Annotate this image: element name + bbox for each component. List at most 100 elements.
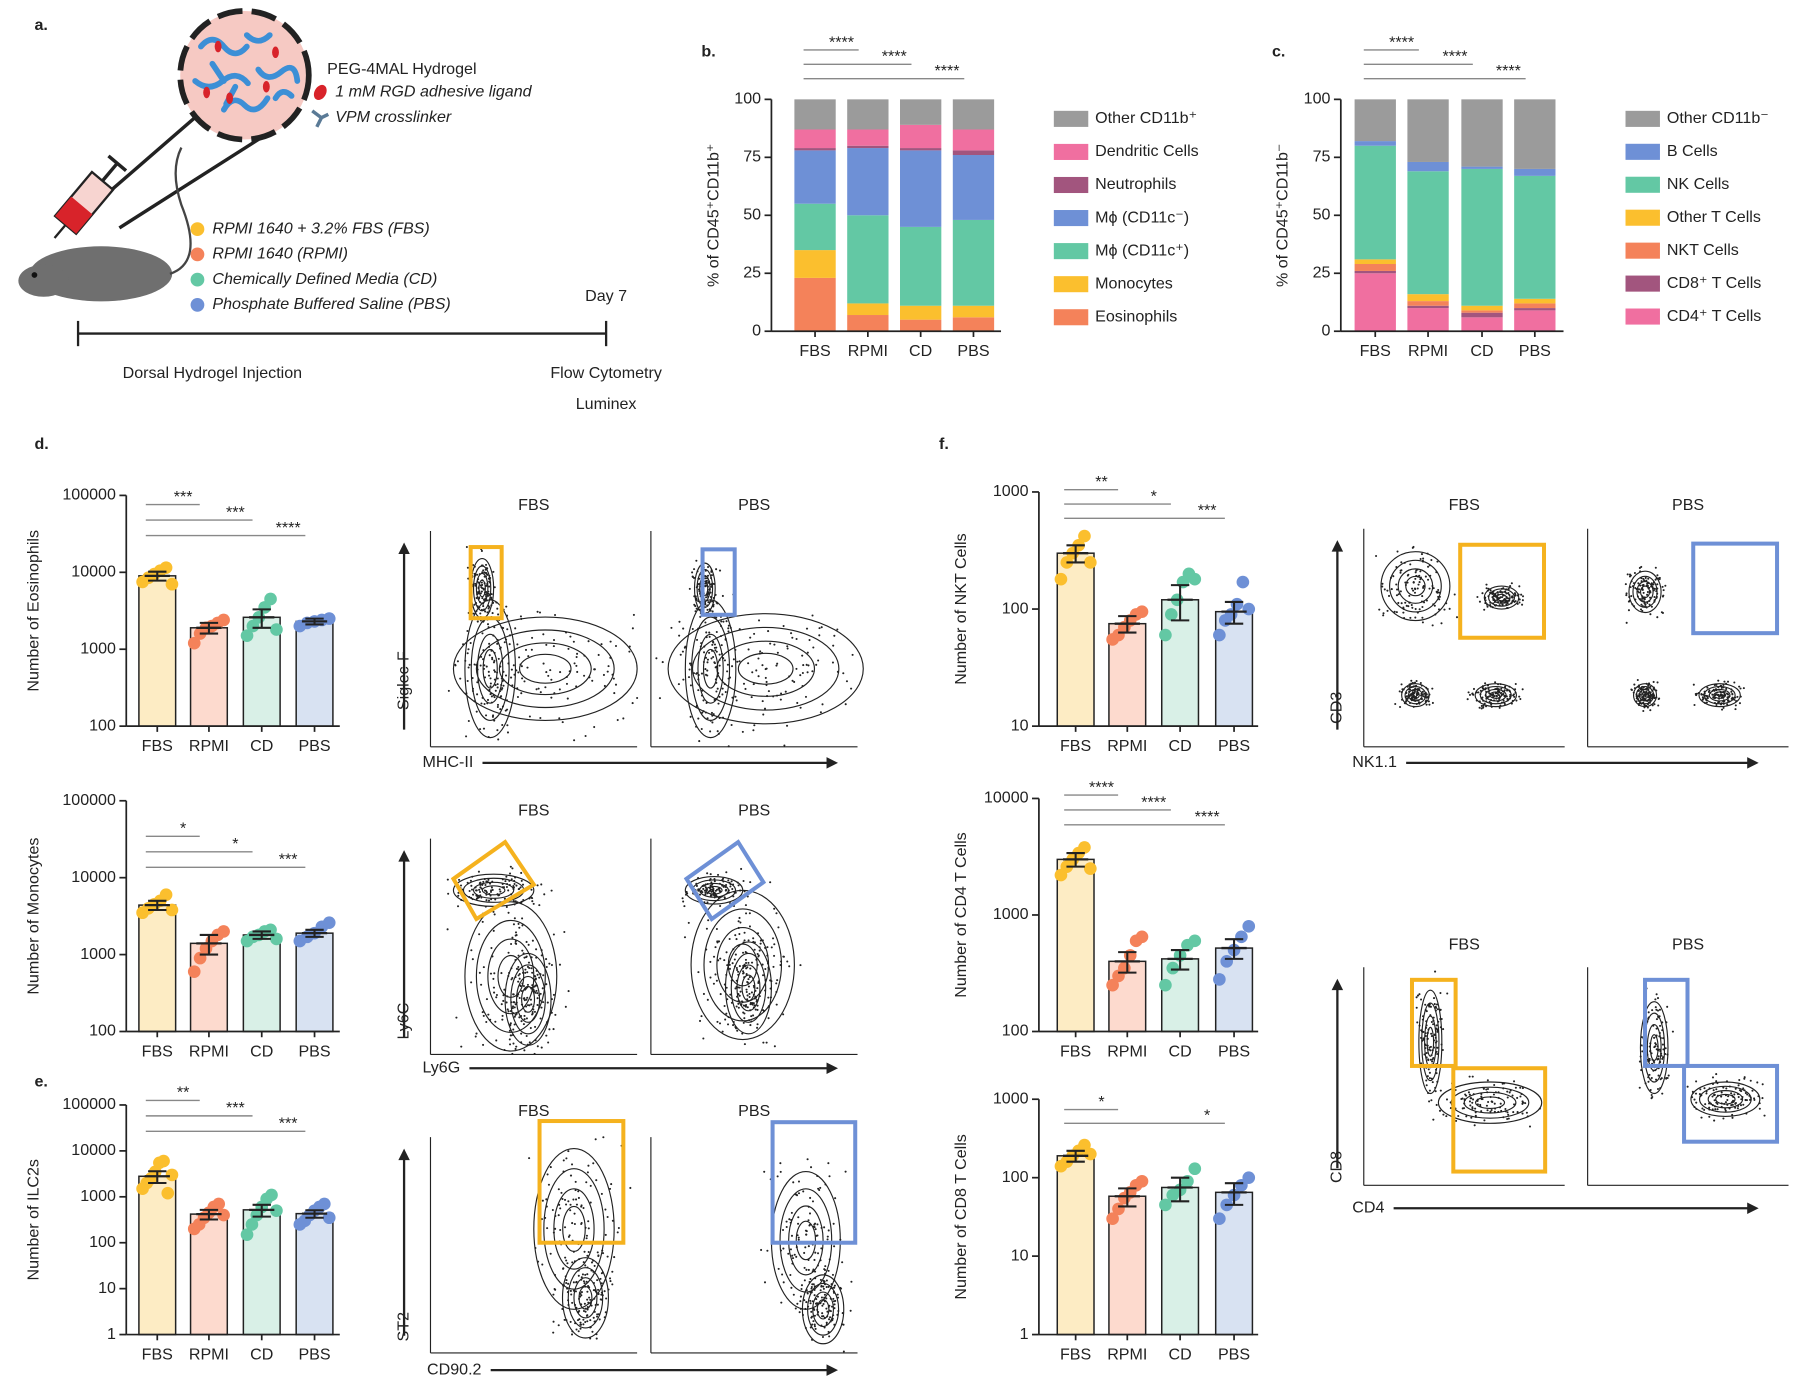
flow-event <box>1464 1093 1467 1096</box>
flow-event <box>1646 706 1649 709</box>
flow-event <box>1437 588 1440 592</box>
flow-event <box>700 1015 703 1018</box>
flow-event <box>742 951 745 954</box>
flow-event <box>535 948 538 951</box>
flow-event <box>552 933 555 936</box>
flow-event <box>596 1315 599 1318</box>
flow-event <box>567 1282 570 1285</box>
flow-event <box>1730 1092 1733 1095</box>
flow-event <box>820 626 823 629</box>
flow-event <box>742 1021 745 1024</box>
flow-contour <box>561 1257 609 1339</box>
flow-event <box>814 1327 817 1330</box>
flow-event <box>467 719 470 723</box>
flow-event <box>715 650 718 653</box>
flow-event <box>742 682 746 685</box>
flow-event <box>1418 608 1421 611</box>
flow-event <box>679 653 682 656</box>
flow-event <box>1485 1104 1488 1107</box>
flow-event <box>517 671 520 674</box>
data-point <box>1112 1202 1125 1216</box>
flow-event <box>1715 1073 1718 1076</box>
y-tick-label: 100000 <box>62 1095 116 1113</box>
flow-event <box>491 656 494 659</box>
flow-event <box>1414 571 1417 574</box>
bar-segment <box>1407 308 1449 332</box>
flow-event <box>784 690 787 693</box>
flow-event <box>547 1041 550 1044</box>
flow-gate <box>683 839 767 922</box>
flow-event <box>476 573 479 576</box>
flow-event <box>1662 589 1665 592</box>
flow-event <box>490 947 493 950</box>
flow-event <box>819 1289 822 1292</box>
flow-event <box>1744 1091 1747 1095</box>
bar-segment <box>1514 298 1556 304</box>
flow-event <box>1424 575 1427 578</box>
flow-event <box>565 1157 568 1160</box>
flow-event <box>827 1229 830 1232</box>
flow-event <box>496 705 499 709</box>
flow-event <box>715 927 718 931</box>
flow-event <box>572 1281 575 1284</box>
bar-segment <box>1461 166 1503 169</box>
y-tick-label: 100 <box>1002 599 1029 617</box>
flow-event <box>781 1228 785 1232</box>
flow-event <box>567 1150 570 1153</box>
flow-event <box>1743 1076 1746 1079</box>
flow-event <box>733 958 736 961</box>
flow-event <box>533 985 536 988</box>
flow-event <box>804 1307 807 1310</box>
flow-event <box>507 889 510 892</box>
flow-event <box>789 1273 792 1277</box>
flow-event <box>1467 1091 1470 1094</box>
flow-contour <box>464 901 558 1052</box>
legend-label: Dendritic Cells <box>1095 142 1199 160</box>
flow-event <box>1627 600 1630 603</box>
flow-event <box>500 1003 503 1006</box>
flow-event <box>709 730 712 733</box>
data-point <box>1242 919 1256 933</box>
flow-contour <box>1418 989 1443 1095</box>
significance-label: * <box>1151 487 1157 505</box>
data-point <box>165 1168 179 1182</box>
flow-event <box>750 991 753 994</box>
flow-event <box>1415 1006 1418 1009</box>
flow-event <box>478 933 481 936</box>
flow-event <box>487 1013 490 1016</box>
flow-event <box>485 1020 488 1024</box>
flow-event <box>1486 1109 1489 1112</box>
significance-label: ** <box>1095 473 1108 491</box>
flow-event <box>578 1309 581 1313</box>
flow-event <box>1719 693 1723 696</box>
flow-event <box>584 1310 587 1313</box>
flow-event <box>551 1208 554 1212</box>
bar-segment <box>1514 308 1556 311</box>
flow-event <box>1650 582 1653 585</box>
flow-event <box>742 970 745 973</box>
flow-event <box>490 889 493 892</box>
flow-event <box>1671 1030 1674 1033</box>
flow-event <box>545 643 548 646</box>
flow-event <box>550 678 553 681</box>
flow-event <box>496 683 499 686</box>
data-point <box>1054 572 1068 586</box>
flow-event <box>523 680 526 683</box>
flow-event <box>1381 585 1384 588</box>
flow-event <box>513 903 516 906</box>
syringe-plunger <box>101 162 119 182</box>
flow-event <box>583 674 586 677</box>
flow-event <box>735 966 738 970</box>
flow-event <box>1701 1107 1704 1110</box>
flow-event <box>1406 695 1409 698</box>
flow-event <box>698 893 702 896</box>
bar-segment <box>794 250 836 278</box>
flow-contour <box>1496 593 1507 602</box>
flow-event <box>1427 578 1430 581</box>
flow-event <box>785 1220 788 1223</box>
flow-event <box>511 867 514 870</box>
flow-event <box>1409 563 1412 566</box>
flow-event <box>827 1162 830 1165</box>
flow-event <box>597 653 600 657</box>
flow-event <box>776 662 779 665</box>
